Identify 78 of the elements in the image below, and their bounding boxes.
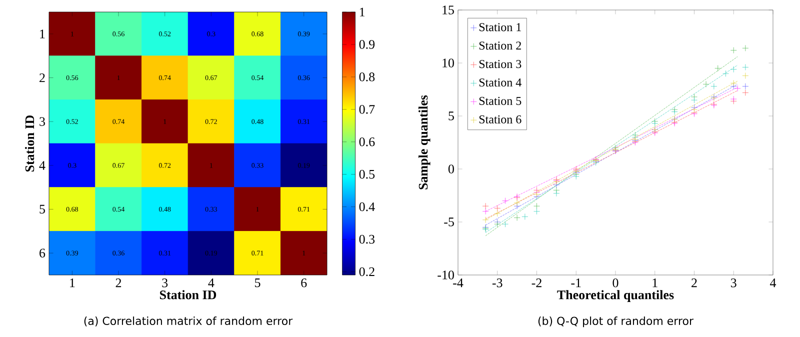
- y-tick-label: 10: [442, 58, 454, 68]
- x-tick-label: 3: [162, 278, 168, 288]
- point: [482, 216, 489, 224]
- point: [514, 200, 520, 206]
- x-axis-title: Theoretical quantiles: [557, 290, 674, 302]
- point: [730, 80, 737, 86]
- x-tick-label: 1: [652, 278, 658, 288]
- color-bar-label: 1: [360, 8, 365, 16]
- point: [742, 72, 749, 79]
- color-bar-label: 0.2: [359, 267, 374, 276]
- legend-label: Station 5: [479, 96, 522, 105]
- point: [502, 220, 508, 228]
- legend-label: Station 3: [479, 60, 522, 68]
- point: [671, 108, 678, 115]
- point: [730, 66, 737, 73]
- legend-label: Station 1: [479, 23, 521, 32]
- point: [514, 214, 520, 221]
- x-tick-label: 2: [116, 278, 122, 288]
- point: [494, 210, 501, 217]
- point: [502, 198, 508, 204]
- color-bar-label: 0.5: [359, 170, 375, 179]
- point: [522, 213, 528, 220]
- y-tick-label: 5: [40, 204, 45, 214]
- color-bar-label: 0.9: [359, 40, 375, 49]
- point: [742, 64, 749, 70]
- color-bar-label: 0.8: [359, 72, 375, 82]
- point: [572, 173, 580, 180]
- point: [702, 80, 710, 88]
- y-tick-label: 2: [40, 73, 45, 82]
- point: [494, 205, 501, 212]
- point: [734, 85, 741, 92]
- y-tick-label: 1: [40, 30, 45, 38]
- point: [534, 202, 540, 210]
- legend-label: Station 2: [479, 42, 521, 50]
- x-tick-label: 4: [770, 278, 776, 288]
- y-tick-label: 4: [39, 161, 46, 170]
- y-tick-label: 15: [442, 6, 454, 14]
- y-axis-title: Station ID: [24, 115, 34, 172]
- x-tick-label: -4: [453, 278, 464, 288]
- color-bar-label: 0.4: [359, 202, 375, 212]
- x-tick-label: 5: [255, 278, 260, 288]
- text: (a) Correlation matrix of random error: [84, 316, 293, 326]
- color-bar-label: 0.3: [359, 234, 375, 244]
- y-tick-label: 5: [448, 112, 454, 120]
- x-tick-label: 1: [70, 278, 75, 288]
- x-tick-label: 6: [301, 278, 307, 288]
- point: [714, 65, 722, 72]
- point: [691, 96, 698, 104]
- x-tick-label: 3: [730, 278, 736, 288]
- y-axis-title: Sample quantiles: [418, 95, 430, 190]
- x-tick-label: 0: [612, 278, 618, 288]
- color-bar-label: 0.7: [359, 104, 375, 114]
- point: [652, 120, 658, 127]
- point: [722, 70, 729, 77]
- x-axis-title: Station ID: [160, 290, 216, 300]
- point: [553, 190, 560, 197]
- point: [742, 83, 749, 90]
- point: [482, 202, 489, 210]
- text: (b) Q-Q plot of random error: [538, 316, 694, 328]
- y-tick-label: 3: [40, 117, 45, 126]
- point: [482, 208, 489, 215]
- color-bar-label: 0.6: [359, 137, 375, 146]
- point: [742, 89, 749, 96]
- x-tick-label: -2: [532, 278, 542, 288]
- y-tick-label: -5: [444, 218, 454, 226]
- point: [534, 208, 540, 215]
- x-tick-label: -3: [492, 278, 502, 288]
- legend-label: Station 4: [479, 78, 522, 87]
- point: [710, 83, 718, 90]
- x-tick-label: -1: [571, 278, 581, 288]
- y-tick-label: 6: [40, 248, 46, 258]
- legend-label: Station 6: [479, 115, 522, 124]
- y-tick-label: 0: [448, 164, 454, 174]
- point: [742, 44, 749, 52]
- x-tick-label: 4: [208, 278, 214, 288]
- x-tick-label: 2: [692, 278, 697, 288]
- point: [730, 47, 737, 54]
- y-tick-label: -10: [438, 270, 454, 280]
